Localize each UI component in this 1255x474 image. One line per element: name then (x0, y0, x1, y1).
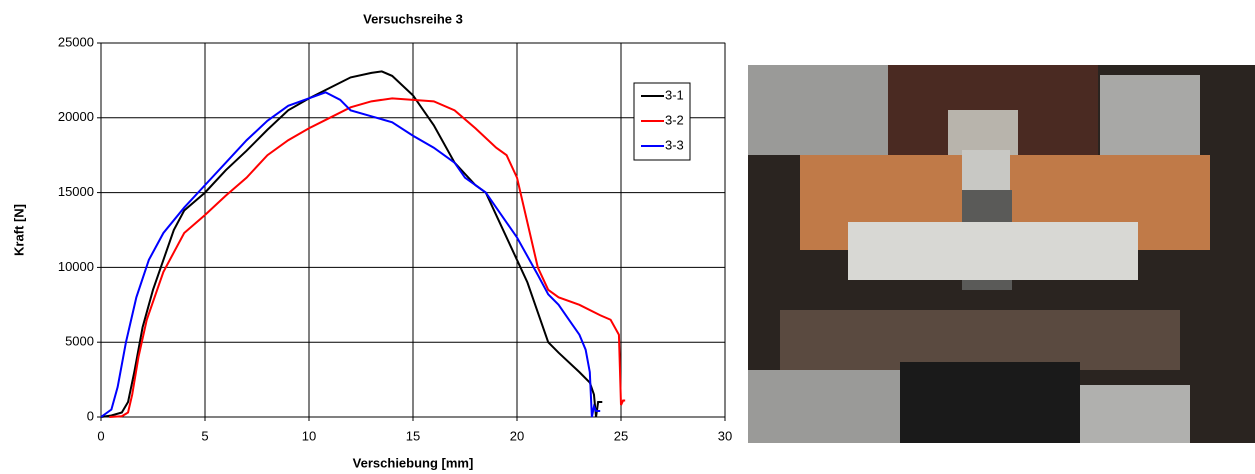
photo-base (900, 362, 1080, 443)
photo-cylinder (1080, 385, 1190, 443)
x-tick-label: 20 (510, 428, 524, 443)
x-tick-label: 25 (614, 428, 628, 443)
photo-cylinder (748, 65, 888, 155)
photo (748, 65, 1255, 443)
y-tick-label: 15000 (58, 184, 94, 199)
x-tick-label: 30 (718, 428, 732, 443)
chart-title: Versuchsreihe 3 (363, 11, 463, 26)
photo-beam (780, 310, 1180, 370)
photo-cylinder (748, 370, 908, 443)
photo-cylinder (1100, 75, 1200, 155)
legend-label: 3-2 (665, 112, 684, 127)
series-line (100, 91, 601, 418)
y-tick-label: 5000 (65, 334, 94, 349)
x-tick-label: 0 (97, 428, 104, 443)
y-tick-label: 25000 (58, 34, 94, 49)
legend-label: 3-3 (665, 137, 684, 152)
x-tick-label: 5 (201, 428, 208, 443)
series-line (109, 97, 626, 418)
y-tick-label: 10000 (58, 259, 94, 274)
series-line (100, 70, 603, 418)
photo-clamp (948, 110, 1018, 155)
x-tick-label: 15 (406, 428, 420, 443)
y-tick-label: 20000 (58, 109, 94, 124)
photo-punch (962, 150, 1010, 190)
x-axis-title: Verschiebung [mm] (353, 455, 474, 470)
y-axis-title: Kraft [N] (11, 204, 26, 256)
photo-specimen (848, 222, 1138, 280)
legend-label: 3-1 (665, 87, 684, 102)
y-tick-label: 0 (87, 408, 94, 423)
x-tick-label: 10 (302, 428, 316, 443)
